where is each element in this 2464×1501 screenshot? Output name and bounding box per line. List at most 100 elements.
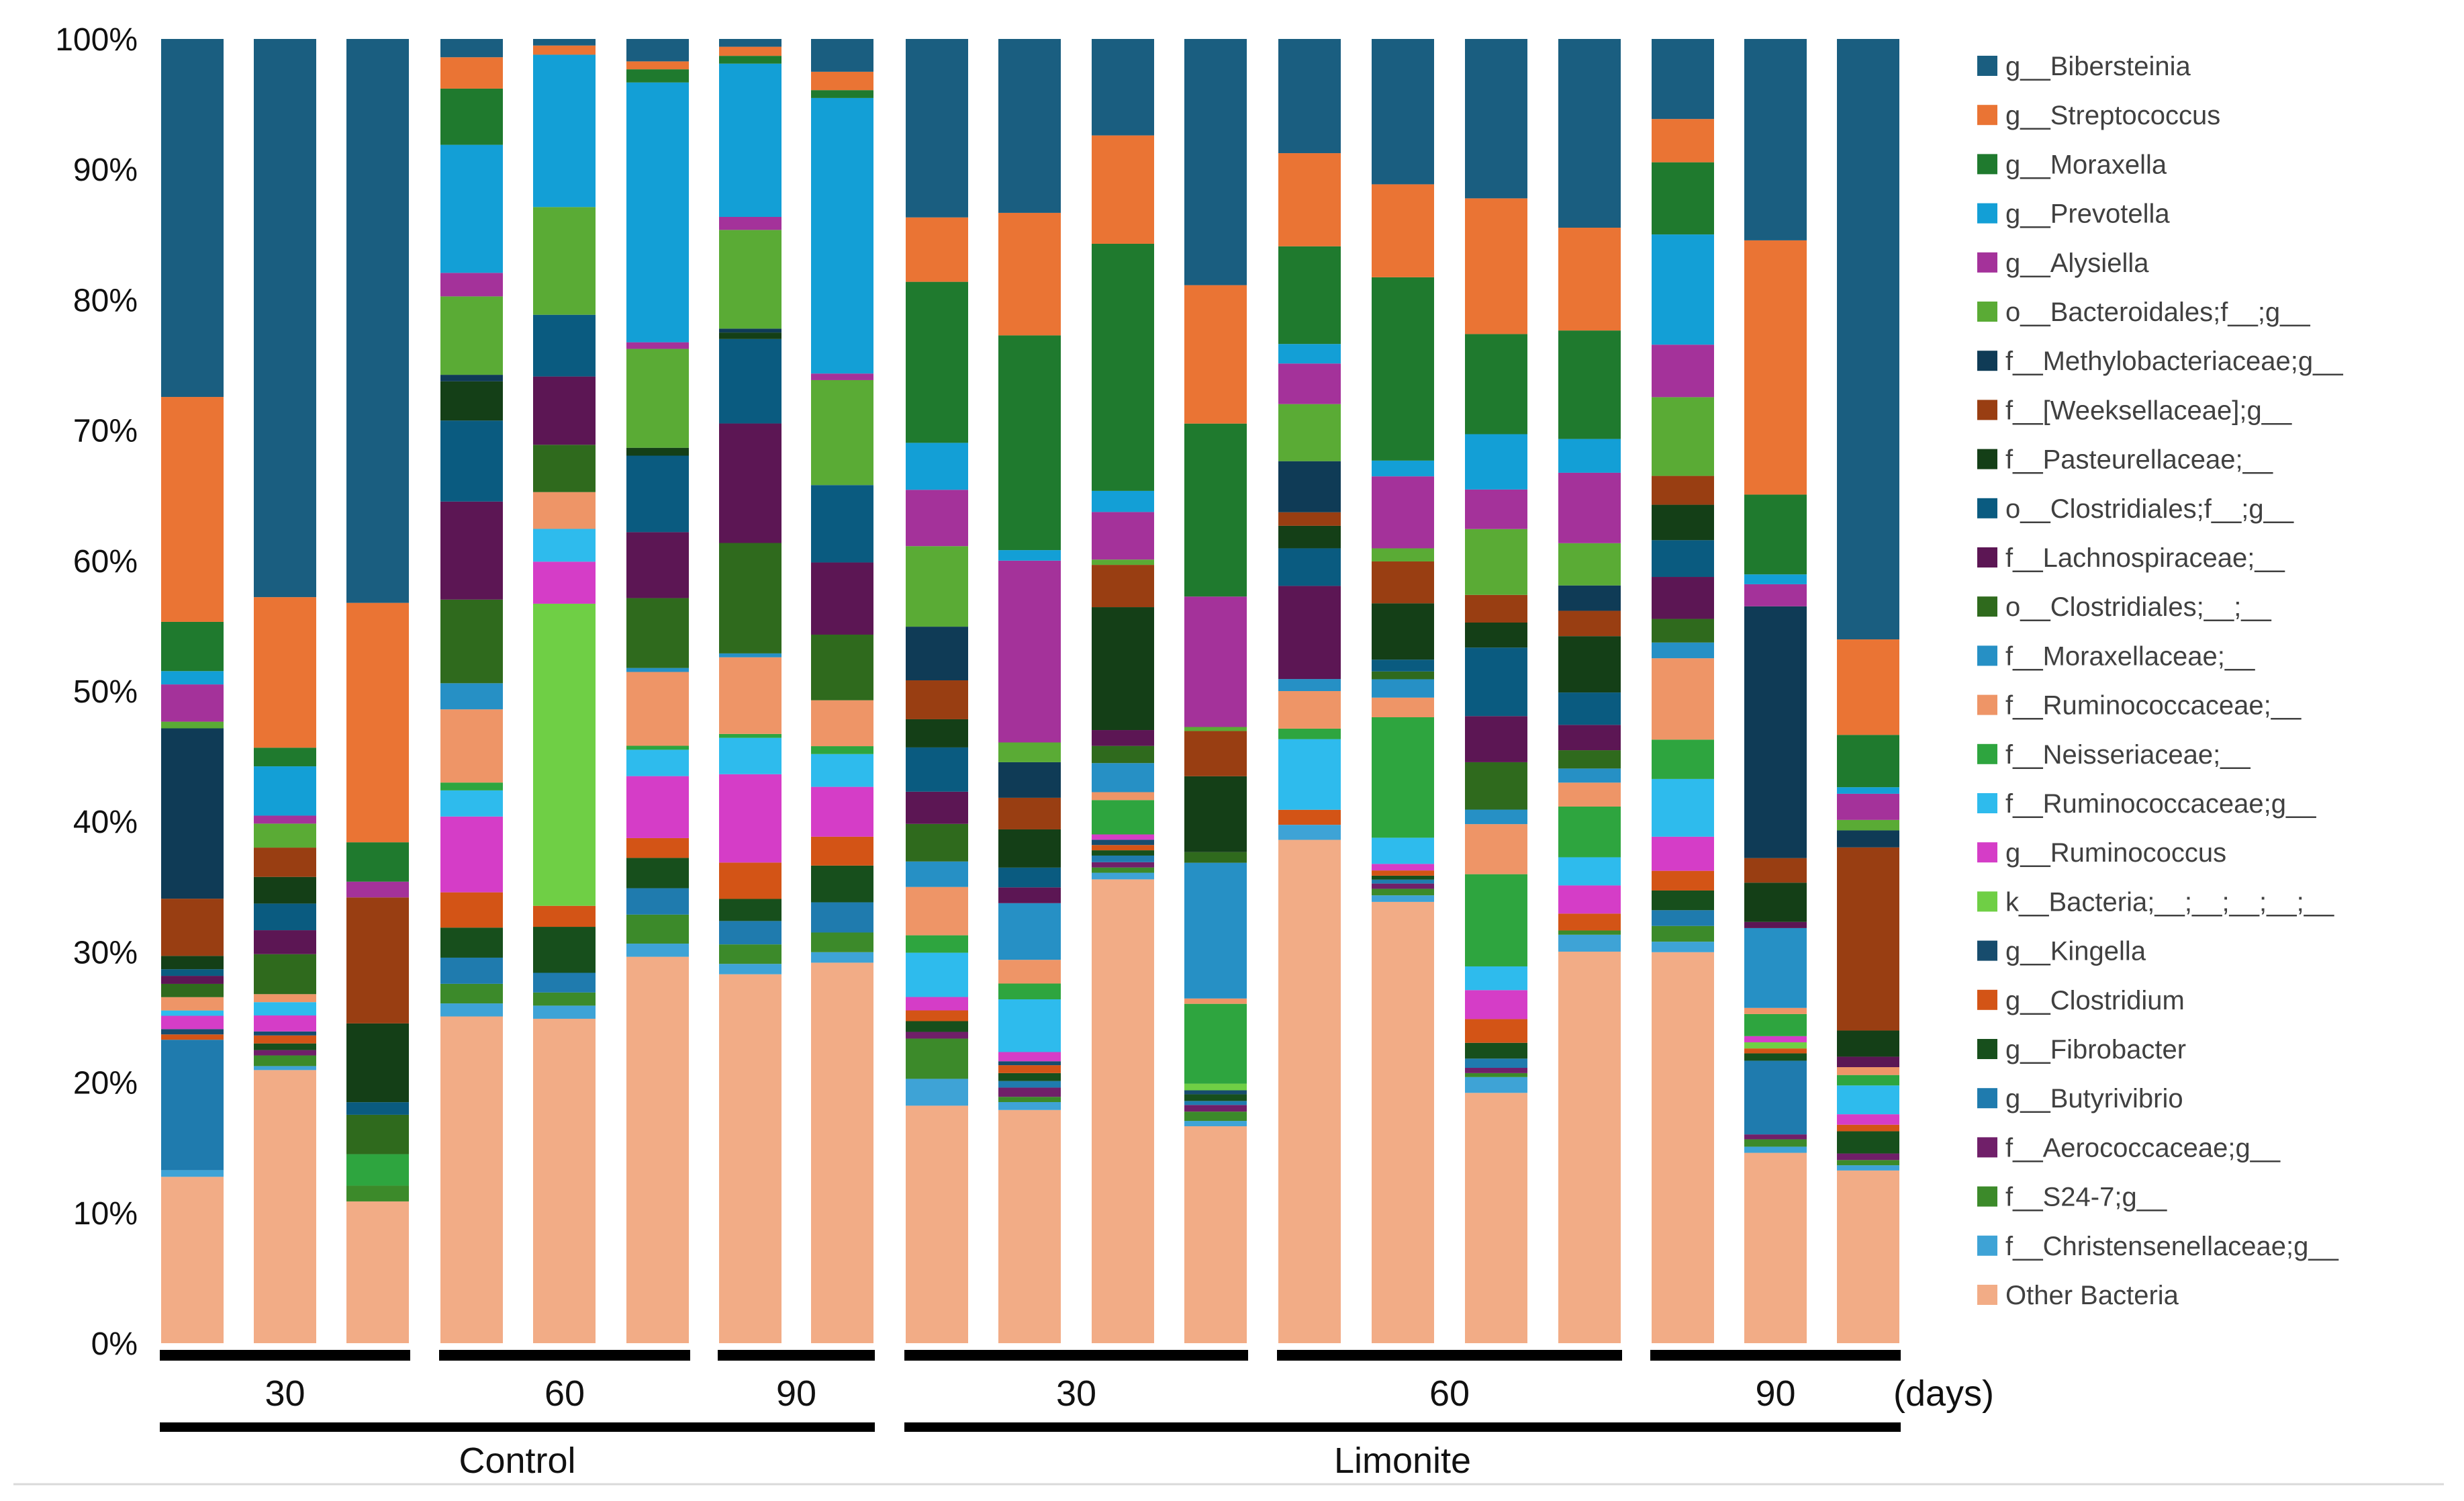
bar-segment xyxy=(626,957,689,1343)
bar-segment xyxy=(1837,820,1899,831)
bar-segment xyxy=(161,728,224,899)
bar-stack-L90-2 xyxy=(1744,39,1807,1343)
bar-segment xyxy=(440,782,503,790)
bar-segment xyxy=(1465,1019,1527,1042)
time-group-bar xyxy=(904,1350,1248,1361)
bar-segment xyxy=(1558,228,1621,330)
bar-segment xyxy=(1744,240,1807,495)
bar-segment xyxy=(906,1011,968,1021)
bar-segment xyxy=(1744,1008,1807,1014)
legend-label: f__Aerococcaceae;g__ xyxy=(2005,1133,2281,1163)
bar-segment xyxy=(1092,862,1154,868)
bar-segment xyxy=(906,546,968,627)
bar-segment xyxy=(346,1115,409,1154)
bar-segment xyxy=(440,790,503,817)
bar-segment xyxy=(1278,729,1341,739)
legend-swatch xyxy=(1977,596,1997,617)
bar-segment xyxy=(1652,910,1714,925)
bar-segment xyxy=(1744,1014,1807,1036)
bar-segment xyxy=(1744,574,1807,584)
bar-segment xyxy=(1652,345,1714,397)
bar-segment xyxy=(1558,768,1621,782)
legend-swatch xyxy=(1977,891,1997,911)
bar-segment xyxy=(906,39,968,218)
legend-item: g__Prevotella xyxy=(1977,199,2170,229)
bar-segment xyxy=(1465,39,1527,198)
y-tick-label: 50% xyxy=(73,674,138,710)
bar-segment xyxy=(1558,473,1621,543)
bar-stack-L60-2 xyxy=(1372,39,1434,1343)
bar-segment xyxy=(1837,1067,1899,1075)
bar-segment xyxy=(161,976,224,984)
bar-segment xyxy=(346,897,409,1024)
y-tick-label: 30% xyxy=(73,935,138,970)
bar-segment xyxy=(626,448,689,456)
legend-label: f__Methylobacteriaceae;g__ xyxy=(2005,347,2343,376)
bar-segment xyxy=(1184,424,1247,597)
bar-segment xyxy=(626,455,689,532)
bar-segment xyxy=(533,529,596,561)
bar-segment xyxy=(1184,1105,1247,1111)
bar-segment xyxy=(719,862,781,899)
legend-swatch xyxy=(1977,744,1997,764)
bar-segment xyxy=(161,1029,224,1034)
bar-segment xyxy=(1744,1060,1807,1134)
legend-item: f__S24-7;g__ xyxy=(1977,1183,2167,1212)
bar-segment xyxy=(1465,716,1527,762)
legend-label: o__Bacteroidales;f__;g__ xyxy=(2005,298,2310,327)
legend-label: g__Butyrivibrio xyxy=(2005,1084,2183,1113)
bar-segment xyxy=(440,381,503,420)
bar-segment xyxy=(1184,1084,1247,1091)
bar-segment xyxy=(1372,679,1434,697)
bar-segment xyxy=(533,561,596,604)
bar-segment xyxy=(1652,397,1714,475)
bar-segment xyxy=(1092,845,1154,850)
stacked-bar-chart: 0%10%20%30%40%50%60%70%80%90%100% 30 60 90… xyxy=(0,0,2464,1501)
bar-segment xyxy=(1372,889,1434,895)
y-tick-label: 70% xyxy=(73,414,138,449)
bar-segment xyxy=(1184,999,1247,1004)
bar-segment xyxy=(906,719,968,747)
bar-segment xyxy=(1652,476,1714,505)
bar-segment xyxy=(1558,952,1621,1343)
bar-segment xyxy=(1278,586,1341,679)
bar-segment xyxy=(440,57,503,89)
bar-segment xyxy=(1372,902,1434,1343)
legend-label: g__Kingella xyxy=(2005,937,2146,966)
bar-segment xyxy=(626,349,689,447)
bar-segment xyxy=(1372,895,1434,902)
bar-segment xyxy=(626,915,689,944)
legend-swatch xyxy=(1977,400,1997,420)
bar-segment xyxy=(254,848,316,877)
bar-segment xyxy=(440,273,503,296)
bar-segment xyxy=(1744,1048,1807,1053)
legend-swatch xyxy=(1977,56,1997,76)
bar-segment xyxy=(1372,39,1434,184)
bar-segment xyxy=(440,984,503,1003)
bar-segment xyxy=(719,328,781,332)
legend-swatch xyxy=(1977,302,1997,322)
legend-label: k__Bacteria;__;__;__;__;__ xyxy=(2005,887,2334,917)
legend-swatch xyxy=(1977,941,1997,961)
bar-segment xyxy=(533,993,596,1006)
bar-segment xyxy=(1372,864,1434,870)
bar-segment xyxy=(1652,163,1714,234)
bar-segment xyxy=(811,39,873,72)
bar-segment xyxy=(998,335,1061,550)
time-group-label: 60 xyxy=(544,1373,585,1414)
bar-segment xyxy=(1278,153,1341,246)
legend-item: g__Clostridium xyxy=(1977,986,2185,1015)
legend-item: f__Lachnospiraceae;__ xyxy=(1977,543,2285,573)
bar-segment xyxy=(1092,39,1154,136)
legend-swatch xyxy=(1977,1039,1997,1059)
legend-item: f__Christensenellaceae;g__ xyxy=(1977,1232,2339,1261)
bar-segment xyxy=(1372,837,1434,864)
bar-segment xyxy=(1092,565,1154,607)
bar-segment xyxy=(1465,1077,1527,1093)
bar-segment xyxy=(533,315,596,377)
bar-segment xyxy=(1092,607,1154,730)
legend-label: g__Streptococcus xyxy=(2005,101,2220,130)
bar-segment xyxy=(161,1011,224,1016)
bar-segment xyxy=(533,972,596,992)
legend-label: g__Clostridium xyxy=(2005,986,2185,1015)
